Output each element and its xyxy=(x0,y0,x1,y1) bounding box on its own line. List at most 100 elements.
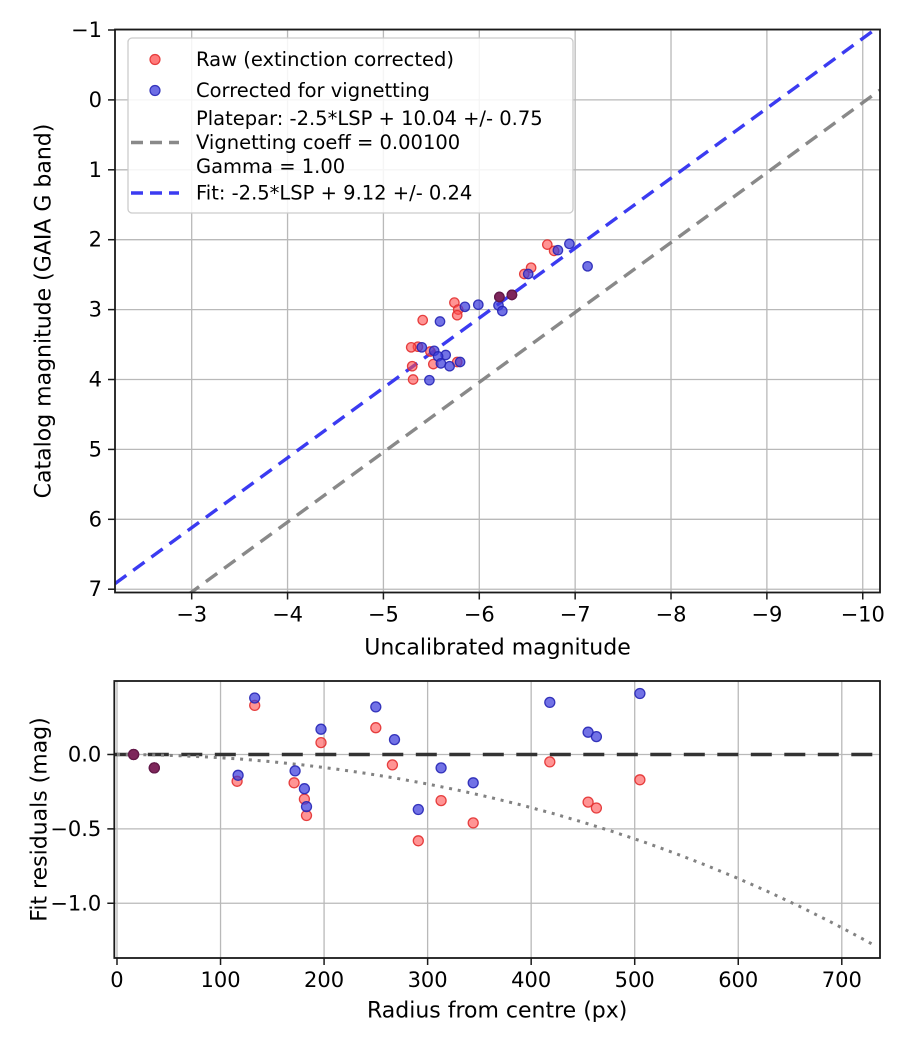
x-axis-label: Uncalibrated magnitude xyxy=(364,636,630,661)
tick-labels: 0 100 200 300 400 500 600 700 0.0 −0.5 −1.0 xyxy=(50,742,862,992)
y-tick-label: 2 xyxy=(89,228,102,252)
axes-content xyxy=(115,29,880,593)
scatter-point xyxy=(582,260,593,272)
legend-label: Corrected for vignetting xyxy=(196,79,430,102)
x-tick-label: −4 xyxy=(272,603,303,627)
scatter-point xyxy=(370,701,382,713)
x-tick-label: 300 xyxy=(408,968,448,992)
scatter-point xyxy=(494,291,505,303)
legend-label: Gamma = 1.00 xyxy=(196,155,345,178)
scatter-point xyxy=(454,356,466,368)
scatter-point xyxy=(472,299,484,311)
scatter-point xyxy=(564,238,575,250)
legend-entry: Platepar: -2.5*LSP + 10.04 +/- 0.75Vigne… xyxy=(131,107,543,178)
scatter-point xyxy=(467,817,479,829)
scatter-point xyxy=(552,244,564,256)
scatter-point xyxy=(582,796,594,808)
legend-label: Vignetting coeff = 0.00100 xyxy=(196,131,460,154)
x-tick-label: 500 xyxy=(615,968,655,992)
scatter-point xyxy=(435,358,447,369)
y-tick-label: 1 xyxy=(89,158,102,182)
scatter-point xyxy=(388,733,401,746)
x-tick-label: −6 xyxy=(464,603,495,627)
overlap-scatter xyxy=(127,748,160,774)
x-tick-label: −7 xyxy=(560,603,591,627)
scatter-point xyxy=(541,239,553,250)
y-tick-label: 7 xyxy=(89,577,102,601)
scatter-point xyxy=(315,736,327,749)
scatter-point xyxy=(412,803,424,816)
x-tick-label: 0 xyxy=(110,968,123,992)
scatter-point xyxy=(412,835,424,847)
legend-label: Fit: -2.5*LSP + 9.12 +/- 0.24 xyxy=(196,182,472,205)
scatter-point xyxy=(289,765,301,777)
y-tick-label: 6 xyxy=(89,507,102,531)
x-axis-label: Radius from centre (px) xyxy=(367,999,627,1024)
scatter-point xyxy=(406,360,418,372)
legend-entry: Fit: -2.5*LSP + 9.12 +/- 0.24 xyxy=(131,182,472,205)
y-axis-label: Fit residuals (mag) xyxy=(28,717,53,921)
scatter-point xyxy=(590,802,603,814)
scatter-point xyxy=(590,730,603,743)
scatter-point xyxy=(544,696,556,709)
x-tick-label: 700 xyxy=(822,968,862,992)
scatter-point xyxy=(496,305,508,317)
magnitude-calibration-plot: −3 −4 −5 −6 −7 −8 −9 −10−101234567Uncalibrated … xyxy=(32,18,885,661)
y-axis-label: Catalog magnitude (GAIA G band) xyxy=(32,124,57,499)
scatter-point xyxy=(315,723,327,735)
tick-marks xyxy=(107,753,843,965)
scatter-point xyxy=(459,301,471,313)
legend-label: Raw (extinction corrected) xyxy=(196,48,454,71)
x-tick-label: −10 xyxy=(841,603,885,627)
scatter-point xyxy=(435,762,447,774)
axes-frame xyxy=(113,680,881,959)
x-tick-label: 400 xyxy=(511,968,551,992)
y-tick-label: 3 xyxy=(89,298,102,322)
legend-entry: Raw (extinction corrected) xyxy=(149,48,454,71)
scatter-point xyxy=(544,756,556,768)
legend-entry: Corrected for vignetting xyxy=(149,79,430,102)
y-tick-label: −1.0 xyxy=(50,891,101,915)
scatter-point xyxy=(424,374,435,386)
x-tick-label: −8 xyxy=(656,603,687,627)
scatter-point xyxy=(522,268,534,280)
overlap-scatter xyxy=(494,289,518,303)
scatter-point xyxy=(249,692,261,704)
corrected-scatter xyxy=(416,238,593,386)
scatter-point xyxy=(417,314,429,326)
scatter-point xyxy=(467,777,479,789)
scatter-point xyxy=(386,759,399,771)
legend-box xyxy=(127,37,574,214)
scatter-point xyxy=(405,341,417,353)
scatter-point xyxy=(370,722,382,734)
x-tick-label: −3 xyxy=(176,603,207,627)
scatter-point xyxy=(434,316,446,327)
x-tick-label: −9 xyxy=(751,603,782,627)
legend-raw-marker xyxy=(149,53,161,66)
legend: Raw (extinction corrected) Corrected for … xyxy=(127,37,574,214)
y-tick-label: 5 xyxy=(89,437,102,461)
platepar-line xyxy=(188,88,880,593)
axes-content xyxy=(114,687,880,948)
scatter-point xyxy=(416,341,428,353)
legend-corrected-marker xyxy=(149,84,161,97)
scatter-point xyxy=(300,800,313,813)
scatter-point xyxy=(634,774,646,786)
scatter-point xyxy=(634,687,646,700)
scatter-point xyxy=(232,769,244,781)
legend-label: Platepar: -2.5*LSP + 10.04 +/- 0.75 xyxy=(196,107,543,130)
y-tick-label: −1 xyxy=(71,18,102,42)
scatter-point xyxy=(506,289,518,301)
scatter-point xyxy=(451,309,463,321)
scatter-point xyxy=(148,762,160,774)
x-tick-label: 100 xyxy=(200,968,240,992)
y-tick-label: −0.5 xyxy=(50,817,101,841)
y-tick-label: 0 xyxy=(89,88,102,112)
fit-residuals-plot: 0 100 200 300 400 500 600 700 0.0 −0.5 −1.0 Radius … xyxy=(28,680,881,1024)
scatter-point xyxy=(127,748,140,761)
grid-lines xyxy=(114,681,880,958)
scatter-point xyxy=(407,374,419,385)
